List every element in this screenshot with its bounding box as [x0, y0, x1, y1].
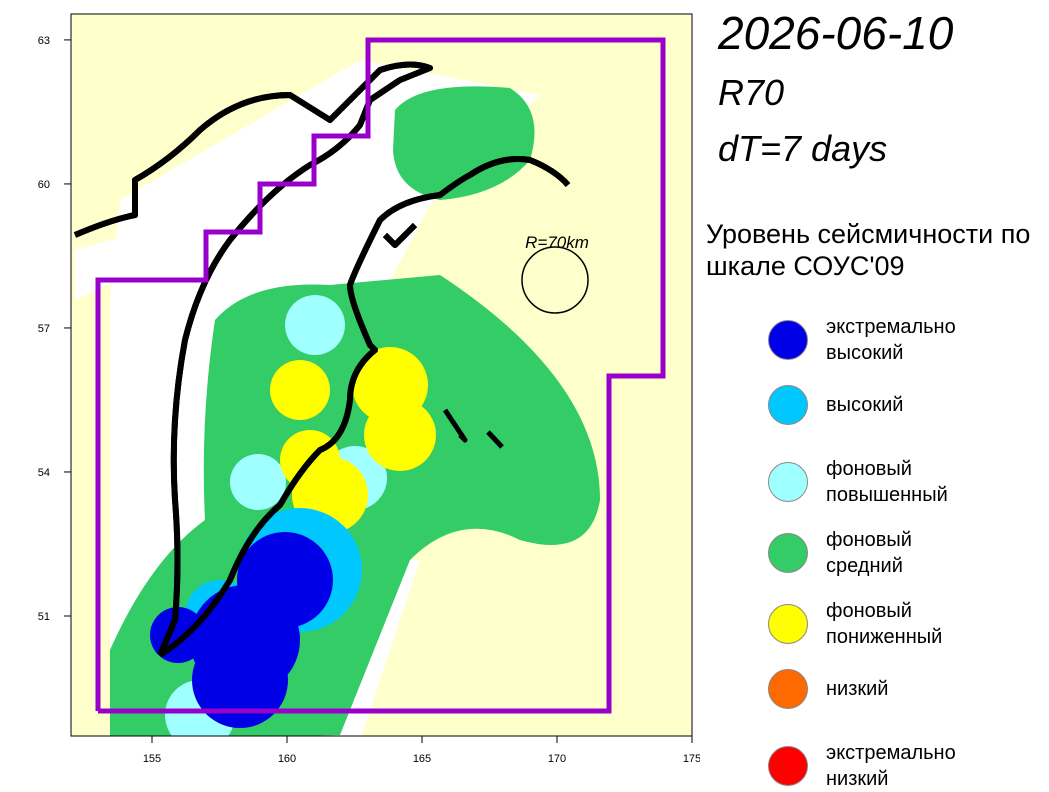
zone-lowered	[270, 360, 330, 420]
zone-elevated	[230, 454, 286, 510]
coastline	[75, 64, 568, 655]
legend-swatch	[768, 385, 808, 425]
x-tick-label: 170	[548, 753, 566, 765]
legend-item: экстремально низкий	[768, 740, 976, 792]
legend-label: фоновый средний	[826, 529, 912, 577]
legend-swatch	[768, 462, 808, 502]
legend-swatch	[768, 669, 808, 709]
date-title: 2026-06-10	[718, 7, 954, 59]
zone-extreme	[192, 632, 288, 728]
y-tick-label: 54	[38, 467, 50, 479]
legend-item: фоновый пониженный	[768, 598, 976, 650]
map-frame	[70, 13, 693, 737]
map: R=70km 155 160 165 170 175 51 54 57 60 63	[38, 13, 700, 765]
interval-label: dT=7 days	[718, 128, 888, 169]
legend-label: высокий	[826, 394, 904, 416]
y-tick-label: 57	[38, 323, 50, 335]
legend-label: фоновый пониженный	[826, 600, 943, 648]
radius-label: R=70km	[525, 233, 589, 252]
legend-label: низкий	[826, 678, 889, 700]
zone-lowered	[364, 399, 436, 471]
x-tick-label: 175	[683, 753, 700, 765]
zone-elevated	[285, 295, 345, 355]
zone-medium	[393, 86, 535, 200]
legend-item: высокий	[768, 385, 976, 425]
y-tick-label: 60	[38, 179, 50, 191]
legend-swatch	[768, 533, 808, 573]
region-boundary	[95, 37, 666, 714]
x-tick-label: 160	[278, 753, 296, 765]
x-tick-label: 155	[143, 753, 161, 765]
legend-item: экстремально высокий	[768, 314, 976, 366]
legend-item: фоновый повышенный	[768, 456, 976, 508]
legend-label: экстремально низкий	[826, 742, 956, 790]
legend-swatch	[768, 746, 808, 786]
legend-swatch	[768, 320, 808, 360]
legend-label: фоновый повышенный	[826, 458, 948, 506]
map-layers: R=70km	[71, 14, 692, 736]
legend-item: низкий	[768, 669, 976, 709]
legend-swatch	[768, 604, 808, 644]
radius-circle	[521, 246, 589, 314]
x-tick-label: 165	[413, 753, 431, 765]
y-tick-label: 63	[38, 35, 50, 47]
legend-label: экстремально высокий	[826, 316, 956, 364]
model-label: R70	[718, 72, 785, 113]
y-tick-label: 51	[38, 611, 50, 623]
legend-item: фоновый средний	[768, 527, 976, 579]
legend-title: Уровень сейсмичности по шкале СОУС'09	[706, 219, 1031, 281]
